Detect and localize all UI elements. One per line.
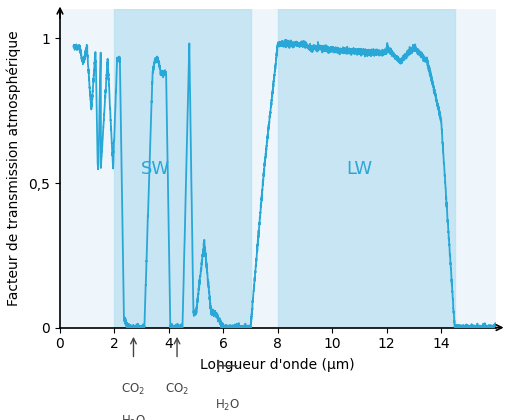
Text: SW: SW bbox=[140, 160, 170, 178]
Text: H$_2$O: H$_2$O bbox=[121, 414, 146, 420]
Text: H$_2$O: H$_2$O bbox=[215, 398, 240, 413]
Text: CO$_2$: CO$_2$ bbox=[165, 382, 189, 397]
Y-axis label: Facteur de transmission atmosphérique: Facteur de transmission atmosphérique bbox=[7, 31, 21, 306]
Text: CO$_2$: CO$_2$ bbox=[122, 382, 146, 397]
Text: LW: LW bbox=[346, 160, 373, 178]
Bar bbox=[278, 10, 455, 328]
X-axis label: Longueur d'onde (μm): Longueur d'onde (μm) bbox=[201, 358, 355, 372]
Bar bbox=[115, 10, 250, 328]
